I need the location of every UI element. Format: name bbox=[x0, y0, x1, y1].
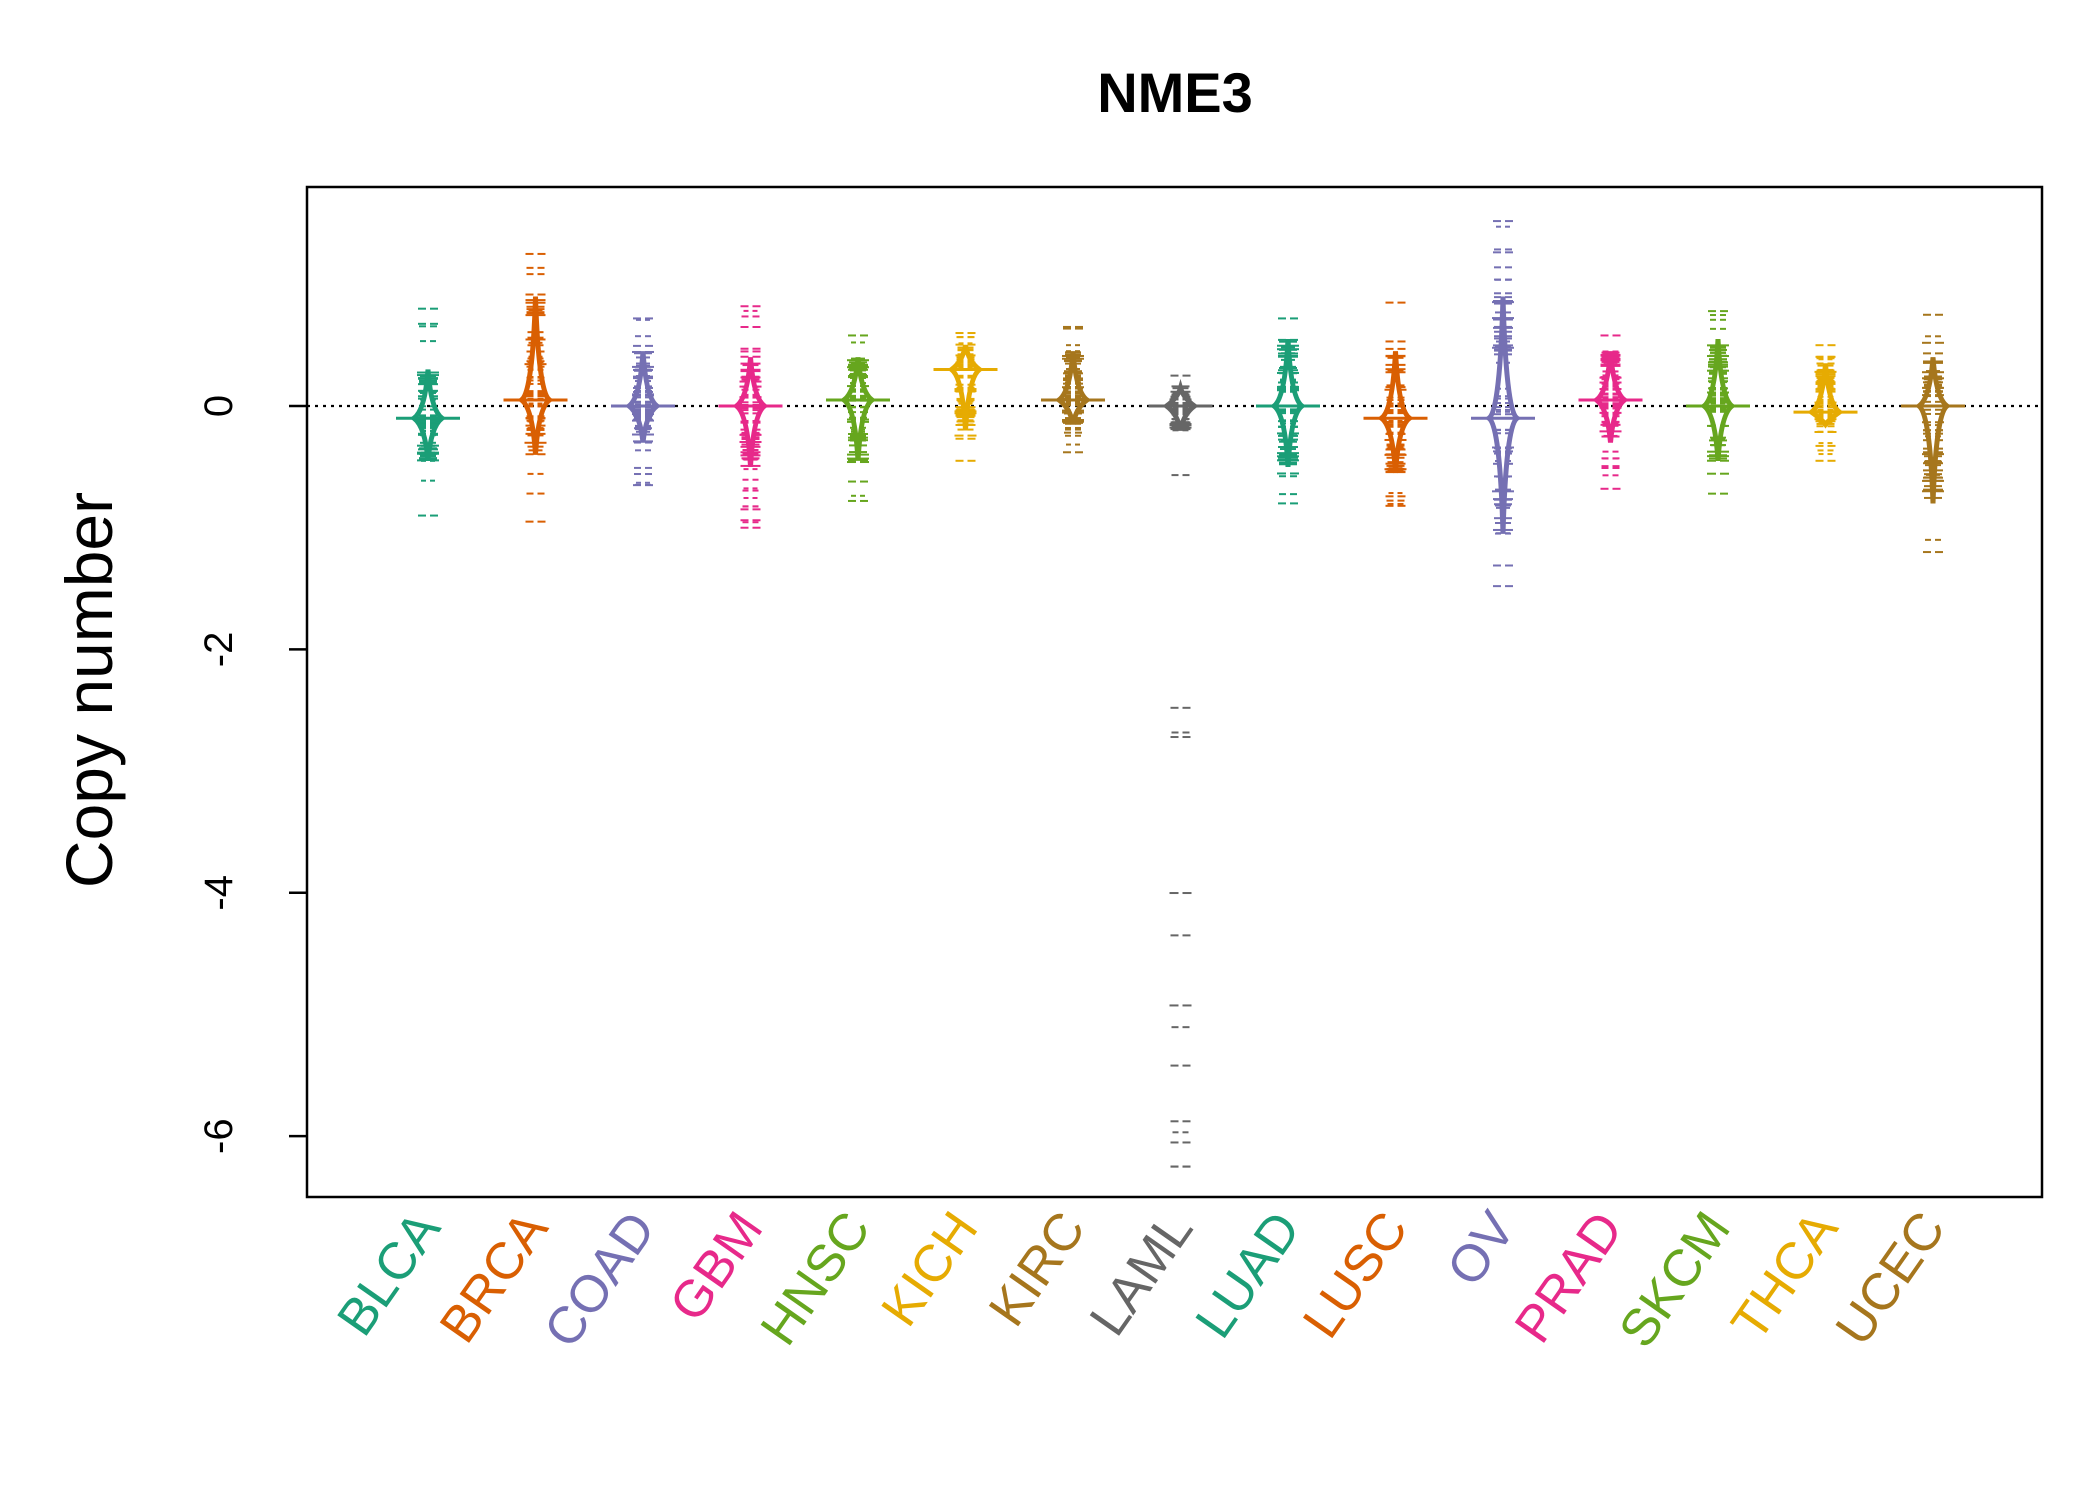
x-tick-label-blca: BLCA bbox=[326, 1201, 452, 1346]
bean-brca bbox=[503, 252, 568, 523]
y-tick-label: 0 bbox=[197, 395, 241, 417]
bean-density bbox=[732, 357, 769, 468]
chart-title: NME3 bbox=[1097, 61, 1253, 124]
bean-ucec bbox=[1901, 313, 1965, 554]
bean-skcm bbox=[1686, 310, 1750, 495]
y-tick-label: -4 bbox=[197, 875, 241, 911]
x-tick-label-ov: OV bbox=[1436, 1201, 1527, 1296]
y-axis: 0 -2 -4 -6 bbox=[197, 395, 307, 1154]
x-tick-label-kirc: KIRC bbox=[978, 1202, 1097, 1337]
bean-gbm bbox=[718, 305, 783, 529]
bean-blca bbox=[396, 307, 460, 517]
x-tick-label-ucec: UCEC bbox=[1825, 1202, 1957, 1356]
bean-hnsc bbox=[826, 334, 890, 502]
bean-kirc bbox=[1041, 325, 1105, 454]
bean-density bbox=[1914, 357, 1952, 504]
x-tick-label-luad: LUAD bbox=[1185, 1202, 1312, 1349]
y-axis-label: Copy number bbox=[52, 492, 126, 888]
bean-thca bbox=[1793, 344, 1858, 462]
plot-area-frame bbox=[305, 185, 2044, 1199]
bean-prad bbox=[1578, 334, 1643, 490]
bean-luad bbox=[1256, 317, 1320, 505]
x-tick-label-coad: COAD bbox=[533, 1202, 667, 1358]
bean-density bbox=[624, 351, 662, 443]
bean-laml bbox=[1148, 374, 1213, 1168]
bean-lusc bbox=[1363, 301, 1428, 507]
x-tick-label-kich: KICH bbox=[871, 1202, 990, 1337]
bean-density bbox=[1484, 296, 1522, 534]
bean-density bbox=[1269, 338, 1307, 468]
bean-ov bbox=[1471, 220, 1535, 588]
bean-density bbox=[1162, 378, 1199, 431]
bean-density bbox=[1807, 363, 1844, 429]
y-tick-label: -2 bbox=[197, 632, 241, 668]
x-tick-label-laml: LAML bbox=[1079, 1202, 1204, 1347]
bean-density bbox=[517, 296, 554, 455]
x-tick-label-thca: THCA bbox=[1721, 1201, 1850, 1350]
bean-density bbox=[839, 357, 877, 461]
y-tick-label: -6 bbox=[197, 1118, 241, 1154]
bean-density bbox=[947, 344, 984, 431]
x-tick-label-skcm: SKCM bbox=[1608, 1202, 1742, 1358]
x-tick-label-hnsc: HNSC bbox=[750, 1202, 882, 1356]
bean-coad bbox=[611, 317, 675, 487]
x-tick-label-lusc: LUSC bbox=[1292, 1202, 1419, 1349]
bean-density bbox=[1592, 351, 1629, 443]
bean-density bbox=[409, 369, 447, 462]
bean-kich bbox=[933, 332, 998, 462]
beans bbox=[396, 220, 1965, 1168]
